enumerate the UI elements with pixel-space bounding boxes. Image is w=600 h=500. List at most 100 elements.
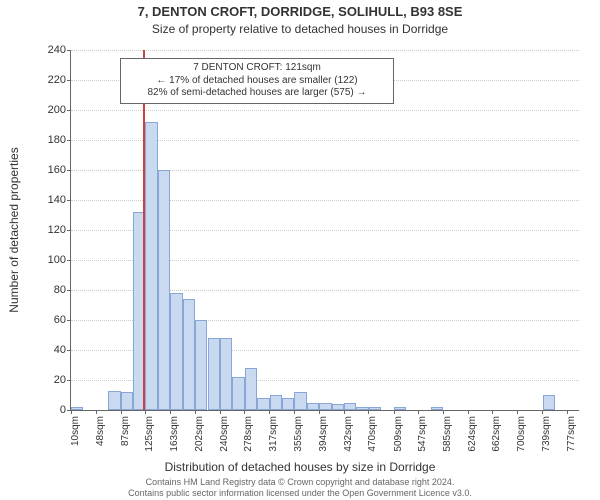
y-tick-label: 200	[36, 104, 66, 116]
histogram-bar	[394, 407, 406, 410]
y-tick-label: 100	[36, 254, 66, 266]
footer-attribution: Contains HM Land Registry data © Crown c…	[0, 477, 600, 498]
chart-stage: 7, DENTON CROFT, DORRIDGE, SOLIHULL, B93…	[0, 0, 600, 500]
histogram-bar	[294, 392, 306, 410]
x-tick-mark	[443, 410, 444, 414]
histogram-bar	[71, 407, 83, 410]
plot-area	[70, 50, 579, 411]
x-tick-label: 87sqm	[120, 416, 131, 456]
histogram-bar	[220, 338, 232, 410]
histogram-bar	[543, 395, 555, 410]
y-axis-title: Number of detached properties	[7, 147, 21, 312]
x-tick-mark	[517, 410, 518, 414]
y-tick-mark	[67, 80, 71, 81]
histogram-bar	[332, 404, 344, 410]
histogram-bar	[170, 293, 182, 410]
annotation-line-3: 82% of semi-detached houses are larger (…	[127, 87, 387, 100]
x-tick-mark	[220, 410, 221, 414]
y-tick-mark	[67, 290, 71, 291]
histogram-bar	[431, 407, 443, 410]
y-tick-mark	[67, 350, 71, 351]
x-axis-title: Distribution of detached houses by size …	[0, 460, 600, 474]
y-tick-mark	[67, 260, 71, 261]
y-tick-mark	[67, 320, 71, 321]
y-tick-mark	[67, 380, 71, 381]
histogram-bar	[270, 395, 282, 410]
x-tick-label: 10sqm	[70, 416, 81, 456]
histogram-bar	[257, 398, 269, 410]
x-tick-label: 470sqm	[367, 416, 378, 456]
y-tick-label: 0	[36, 404, 66, 416]
marker-annotation-box: 7 DENTON CROFT: 121sqm ← 17% of detached…	[120, 58, 394, 104]
x-tick-mark	[468, 410, 469, 414]
y-tick-mark	[67, 50, 71, 51]
x-tick-label: 163sqm	[169, 416, 180, 456]
histogram-bar	[282, 398, 294, 410]
y-tick-label: 160	[36, 164, 66, 176]
y-tick-label: 180	[36, 134, 66, 146]
x-tick-label: 48sqm	[95, 416, 106, 456]
x-tick-label: 240sqm	[219, 416, 230, 456]
x-tick-mark	[542, 410, 543, 414]
histogram-bar	[369, 407, 381, 410]
x-tick-label: 317sqm	[268, 416, 279, 456]
y-tick-mark	[67, 170, 71, 171]
annotation-line-2: ← 17% of detached houses are smaller (12…	[127, 75, 387, 88]
y-tick-label: 40	[36, 344, 66, 356]
x-tick-mark	[344, 410, 345, 414]
histogram-bar	[245, 368, 257, 410]
histogram-bar	[319, 403, 331, 411]
x-tick-label: 432sqm	[343, 416, 354, 456]
x-tick-label: 777sqm	[566, 416, 577, 456]
x-tick-mark	[319, 410, 320, 414]
histogram-bar	[307, 403, 319, 411]
y-tick-label: 80	[36, 284, 66, 296]
x-tick-label: 394sqm	[318, 416, 329, 456]
x-tick-mark	[418, 410, 419, 414]
histogram-bar	[108, 391, 120, 411]
histogram-bar	[158, 170, 170, 410]
y-tick-mark	[67, 200, 71, 201]
x-tick-mark	[145, 410, 146, 414]
x-tick-mark	[269, 410, 270, 414]
y-tick-label: 220	[36, 74, 66, 86]
x-tick-mark	[96, 410, 97, 414]
x-tick-label: 624sqm	[467, 416, 478, 456]
x-tick-mark	[195, 410, 196, 414]
marker-line	[143, 50, 145, 410]
chart-title-sub: Size of property relative to detached ho…	[0, 22, 600, 36]
x-tick-label: 355sqm	[293, 416, 304, 456]
histogram-bar	[145, 122, 157, 410]
x-tick-label: 509sqm	[393, 416, 404, 456]
x-tick-mark	[121, 410, 122, 414]
x-tick-label: 700sqm	[516, 416, 527, 456]
x-tick-mark	[368, 410, 369, 414]
x-tick-label: 547sqm	[417, 416, 428, 456]
y-tick-label: 60	[36, 314, 66, 326]
footer-line-1: Contains HM Land Registry data © Crown c…	[0, 477, 600, 487]
histogram-bar	[344, 403, 356, 411]
x-tick-mark	[567, 410, 568, 414]
histogram-bar	[121, 392, 133, 410]
histogram-bar	[232, 377, 244, 410]
annotation-line-1: 7 DENTON CROFT: 121sqm	[127, 62, 387, 75]
y-tick-mark	[67, 140, 71, 141]
x-tick-mark	[492, 410, 493, 414]
footer-line-2: Contains public sector information licen…	[0, 488, 600, 498]
histogram-bar	[208, 338, 220, 410]
y-tick-label: 140	[36, 194, 66, 206]
x-tick-label: 202sqm	[194, 416, 205, 456]
x-tick-mark	[71, 410, 72, 414]
y-tick-label: 20	[36, 374, 66, 386]
x-tick-mark	[394, 410, 395, 414]
x-tick-mark	[244, 410, 245, 414]
histogram-bar	[183, 299, 195, 410]
y-tick-mark	[67, 110, 71, 111]
x-tick-mark	[170, 410, 171, 414]
gridline-h	[71, 50, 579, 51]
y-tick-label: 240	[36, 44, 66, 56]
x-tick-label: 585sqm	[442, 416, 453, 456]
x-tick-label: 278sqm	[243, 416, 254, 456]
histogram-bar	[195, 320, 207, 410]
chart-title-main: 7, DENTON CROFT, DORRIDGE, SOLIHULL, B93…	[0, 4, 600, 19]
